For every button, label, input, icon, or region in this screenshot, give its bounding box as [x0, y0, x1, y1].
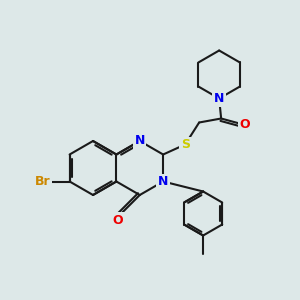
- Text: O: O: [240, 118, 250, 131]
- Text: O: O: [112, 214, 123, 226]
- Text: N: N: [135, 134, 145, 148]
- Text: N: N: [214, 92, 224, 105]
- Text: Br: Br: [35, 175, 50, 188]
- Text: N: N: [158, 175, 168, 188]
- Text: S: S: [181, 138, 190, 151]
